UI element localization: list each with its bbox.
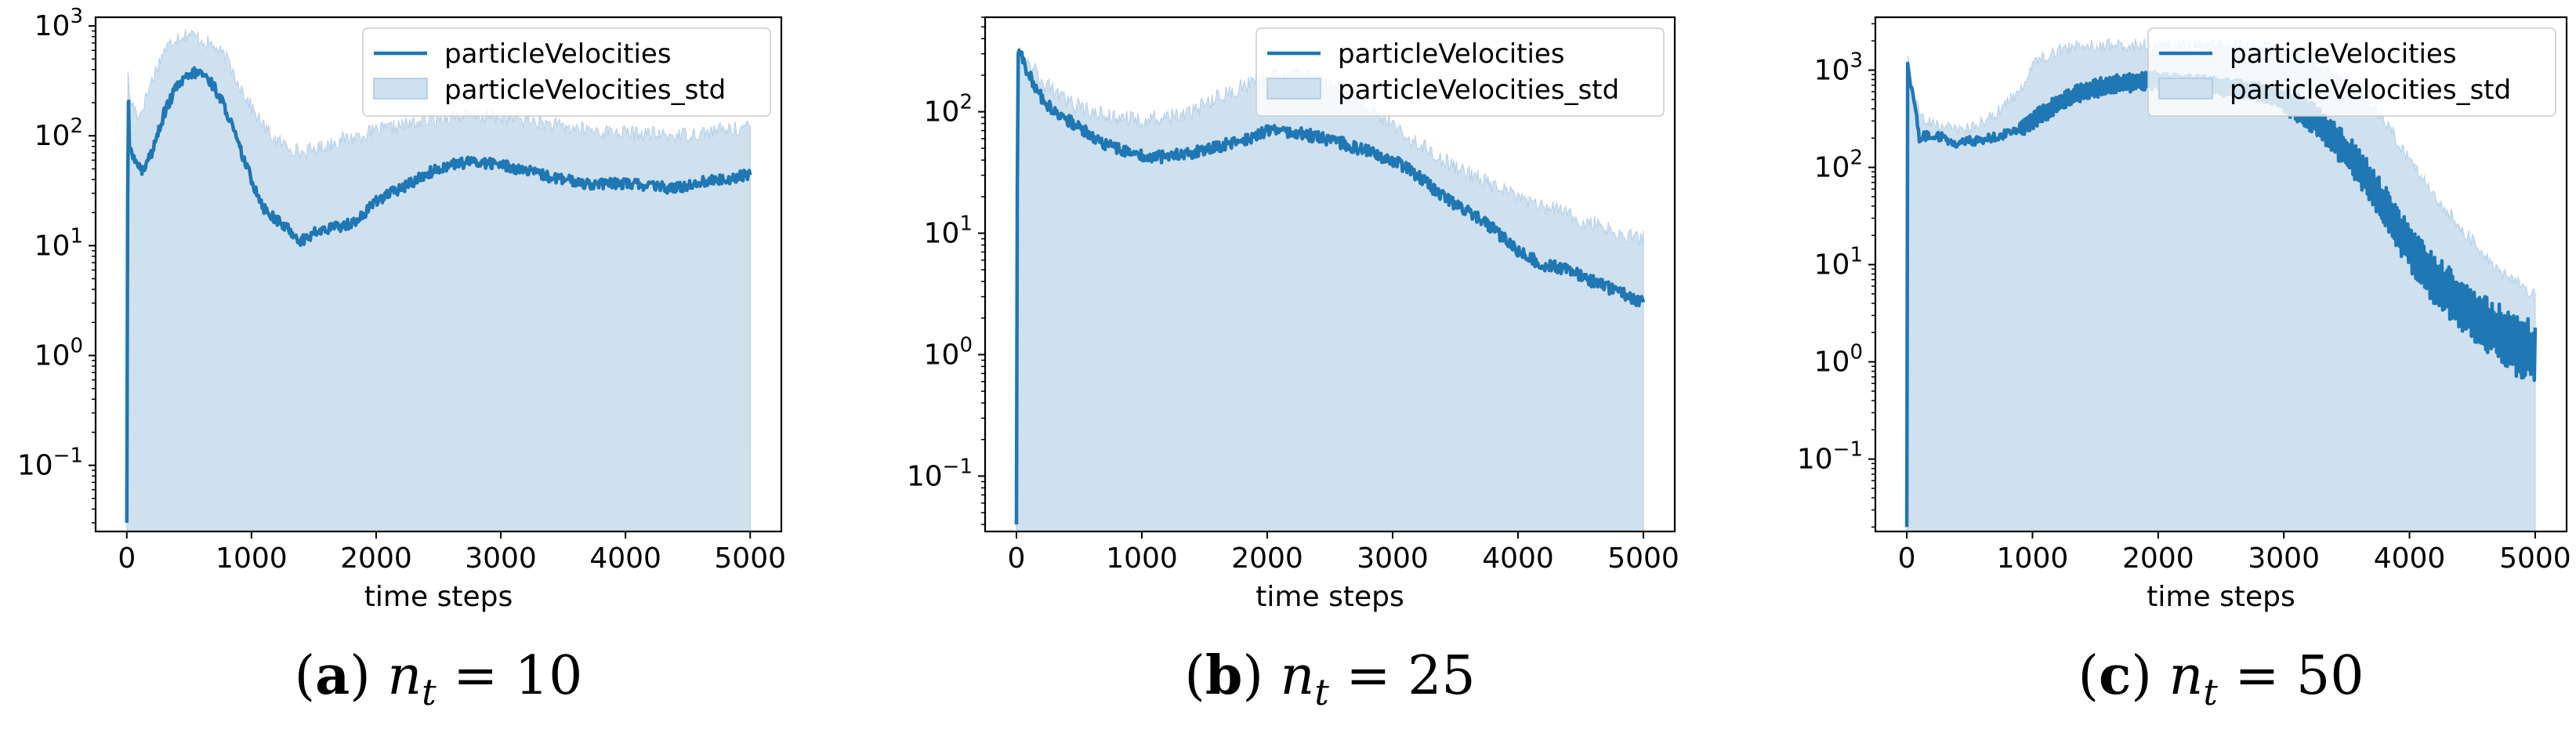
y-tick-label: 101	[1814, 244, 1863, 281]
x-tick-label: 5000	[2499, 542, 2571, 575]
mean-series-line	[125, 66, 752, 523]
x-tick-label: 5000	[1607, 542, 1679, 575]
legend-label-mean: particleVelocities	[1338, 38, 1565, 70]
legend: particleVelocities particleVelocities_std	[1255, 27, 1665, 117]
legend-label-std: particleVelocities_std	[2230, 74, 2511, 106]
legend-label-mean: particleVelocities	[2230, 38, 2457, 70]
legend-fill-swatch	[1266, 78, 1321, 100]
subfigure-caption: (a) nt = 10	[295, 644, 583, 713]
legend: particleVelocities particleVelocities_std	[362, 27, 771, 117]
legend-box	[362, 27, 771, 117]
legend-box	[2147, 27, 2556, 117]
mean-series-line	[1014, 48, 1646, 525]
y-tick-label: 102	[1814, 147, 1863, 184]
x-tick-label: 1000	[216, 542, 288, 575]
x-tick-label: 3000	[1357, 542, 1429, 575]
x-tick-label: 4000	[2374, 542, 2446, 575]
subfigure-caption: (c) nt = 50	[2078, 644, 2364, 713]
legend: particleVelocities particleVelocities_std	[2147, 27, 2556, 117]
x-tick-label: 2000	[340, 542, 412, 575]
legend-fill-swatch	[373, 78, 428, 100]
y-tick-label: 103	[34, 5, 83, 42]
plot-area	[125, 29, 752, 531]
y-tick-label: 100	[924, 333, 973, 371]
panel-a: 0 1000 2000 3000 4000 5000 10−1 100 101 102 103 tim…	[17, 5, 786, 713]
y-tick-label: 102	[34, 114, 83, 152]
x-tick-label: 0	[1898, 542, 1916, 575]
x-tick-label: 1000	[1106, 542, 1178, 575]
x-axis-label: time steps	[2147, 581, 2295, 613]
legend-label-std: particleVelocities_std	[444, 74, 726, 106]
y-tick-label: 10−1	[907, 455, 973, 492]
x-tick-label: 4000	[1482, 542, 1554, 575]
x-tick-label: 2000	[1231, 542, 1303, 575]
panel-c: 0 1000 2000 3000 4000 5000 10−1 100 101 102 103 tim…	[1797, 16, 2571, 713]
plot-area	[1014, 46, 1646, 531]
y-tick-label: 103	[1814, 49, 1863, 86]
subfigure-caption: (b) nt = 25	[1184, 644, 1475, 713]
y-tick-label: 10−1	[17, 444, 83, 482]
x-tick-label: 2000	[2122, 542, 2194, 575]
x-tick-label: 0	[118, 542, 136, 575]
y-tick-label: 101	[924, 212, 973, 249]
legend-label-std: particleVelocities_std	[1338, 74, 1619, 106]
x-tick-label: 3000	[465, 542, 537, 575]
x-tick-label: 4000	[589, 542, 661, 575]
legend-fill-swatch	[2158, 78, 2213, 100]
x-axis-label: time steps	[364, 581, 513, 613]
legend-label-mean: particleVelocities	[444, 38, 672, 70]
y-tick-label: 101	[34, 224, 83, 262]
std-band-area	[126, 29, 751, 531]
axes-frame	[94, 16, 783, 533]
axes-frame	[984, 16, 1676, 533]
panel-b: 0 1000 2000 3000 4000 5000 10−1 100 101 102 time s…	[907, 16, 1679, 713]
legend-box	[1255, 27, 1665, 117]
x-tick-label: 5000	[714, 542, 786, 575]
y-tick-label: 100	[34, 334, 83, 372]
x-tick-label: 3000	[2248, 542, 2320, 575]
y-tick-label: 102	[924, 91, 973, 129]
x-tick-label: 0	[1008, 542, 1026, 575]
std-band-area	[1016, 46, 1644, 531]
x-tick-label: 1000	[1997, 542, 2069, 575]
x-axis-label: time steps	[1255, 581, 1404, 613]
y-tick-label: 100	[1814, 341, 1863, 379]
y-tick-label: 10−1	[1797, 438, 1863, 476]
